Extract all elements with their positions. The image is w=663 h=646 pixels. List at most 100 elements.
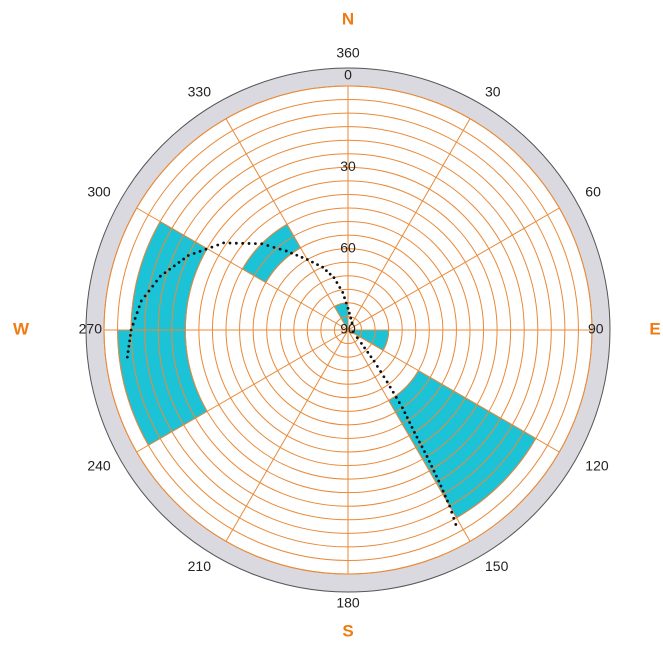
trajectory-point-5 [129, 328, 133, 332]
trajectory-point-84 [430, 464, 434, 468]
grid-spoke [347, 118, 471, 331]
trajectory-point-26 [216, 243, 220, 247]
trajectory-point-21 [186, 254, 190, 257]
direction-label-east: E [649, 319, 660, 338]
azimuth-label-360: 360 [336, 45, 360, 61]
trajectory-point-92 [448, 504, 452, 508]
trajectory-point-86 [435, 474, 438, 478]
trajectory-point-95 [454, 523, 458, 526]
grid-spoke [136, 207, 349, 331]
trajectory-point-77 [413, 430, 416, 434]
trajectory-point-28 [228, 241, 232, 245]
trajectory-point-78 [415, 435, 419, 439]
trajectory-point-69 [391, 390, 395, 394]
trajectory-point-82 [425, 455, 429, 458]
trajectory-point-23 [198, 249, 202, 253]
trajectory-point-20 [182, 257, 186, 261]
trajectory-point-64 [375, 364, 379, 368]
trajectory-point-62 [369, 355, 373, 359]
trajectory-point-41 [305, 258, 309, 261]
trajectory-point-48 [335, 281, 339, 284]
trajectory-point-17 [168, 267, 172, 271]
azimuth-label-240: 240 [87, 458, 111, 474]
azimuth-label-30: 30 [485, 83, 501, 99]
trajectory-point-10 [139, 299, 143, 303]
trajectory-point-71 [397, 401, 401, 404]
trajectory-point-49 [338, 286, 342, 289]
trajectory-point-65 [379, 370, 383, 373]
trajectory-point-16 [163, 271, 167, 275]
trajectory-point-33 [260, 242, 264, 246]
trajectory-point-39 [295, 253, 299, 257]
trajectory-point-14 [155, 279, 158, 283]
direction-label-west: W [13, 319, 30, 338]
azimuth-label-120: 120 [585, 458, 609, 474]
trajectory-point-80 [420, 445, 424, 449]
trajectory-point-6 [131, 322, 135, 326]
trajectory-point-52 [344, 301, 348, 305]
trajectory-point-56 [350, 321, 354, 325]
trajectory-point-72 [401, 406, 404, 410]
trajectory-point-8 [135, 311, 139, 314]
radial-label-30: 30 [340, 158, 356, 174]
trajectory-point-87 [437, 479, 441, 483]
trajectory-point-60 [363, 346, 366, 350]
trajectory-point-0 [125, 355, 129, 359]
trajectory-point-40 [300, 256, 304, 259]
trajectory-point-51 [343, 296, 346, 300]
azimuth-label-180: 180 [336, 595, 360, 611]
trajectory-point-53 [346, 306, 350, 310]
grid-layer [103, 85, 593, 575]
trajectory-point-81 [423, 450, 426, 454]
trajectory-point-3 [128, 339, 132, 343]
trajectory-point-75 [408, 421, 412, 424]
trajectory-point-7 [133, 316, 137, 320]
azimuth-label-270: 270 [79, 321, 103, 337]
trajectory-point-45 [325, 269, 328, 273]
trajectory-point-9 [137, 305, 141, 309]
trajectory-point-37 [284, 249, 288, 253]
trajectory-point-66 [382, 375, 386, 379]
trajectory-point-27 [222, 241, 226, 245]
grid-spoke [225, 118, 349, 331]
trajectory-point-70 [394, 396, 398, 399]
trajectory-point-67 [385, 380, 389, 384]
radial-label-60: 60 [340, 239, 356, 255]
trajectory-point-46 [328, 272, 332, 276]
trajectory-point-83 [427, 459, 431, 463]
trajectory-point-85 [432, 469, 436, 473]
trajectory-point-93 [450, 510, 454, 514]
trajectory-point-90 [443, 494, 447, 498]
sun-trajectory [125, 241, 458, 526]
trajectory-point-55 [349, 316, 353, 320]
trajectory-point-25 [210, 245, 214, 249]
trajectory-point-4 [128, 334, 132, 337]
trajectory-point-73 [403, 411, 407, 415]
direction-label-north: N [342, 9, 354, 28]
trajectory-point-57 [351, 330, 355, 334]
trajectory-point-1 [126, 350, 130, 354]
trajectory-point-29 [234, 241, 238, 245]
trajectory-point-94 [452, 516, 456, 520]
trajectory-point-34 [266, 244, 270, 247]
azimuth-label-210: 210 [188, 558, 212, 574]
trajectory-point-24 [204, 247, 208, 251]
azimuth-label-300: 300 [87, 184, 111, 200]
radial-label-90: 90 [340, 321, 356, 337]
trajectory-point-68 [388, 385, 392, 389]
trajectory-point-50 [341, 291, 345, 294]
trajectory-point-11 [143, 294, 147, 298]
trajectory-point-18 [172, 264, 176, 268]
trajectory-point-30 [241, 241, 245, 245]
azimuth-label-0: 0 [344, 67, 352, 83]
azimuth-label-330: 330 [188, 83, 212, 99]
trajectory-point-76 [410, 426, 414, 429]
trajectory-point-35 [272, 245, 276, 249]
azimuth-label-150: 150 [485, 558, 509, 574]
trajectory-point-22 [192, 252, 196, 255]
trajectory-point-13 [151, 284, 155, 288]
trajectory-point-58 [355, 336, 359, 340]
trajectory-point-91 [446, 499, 449, 503]
trajectory-point-74 [405, 416, 409, 419]
